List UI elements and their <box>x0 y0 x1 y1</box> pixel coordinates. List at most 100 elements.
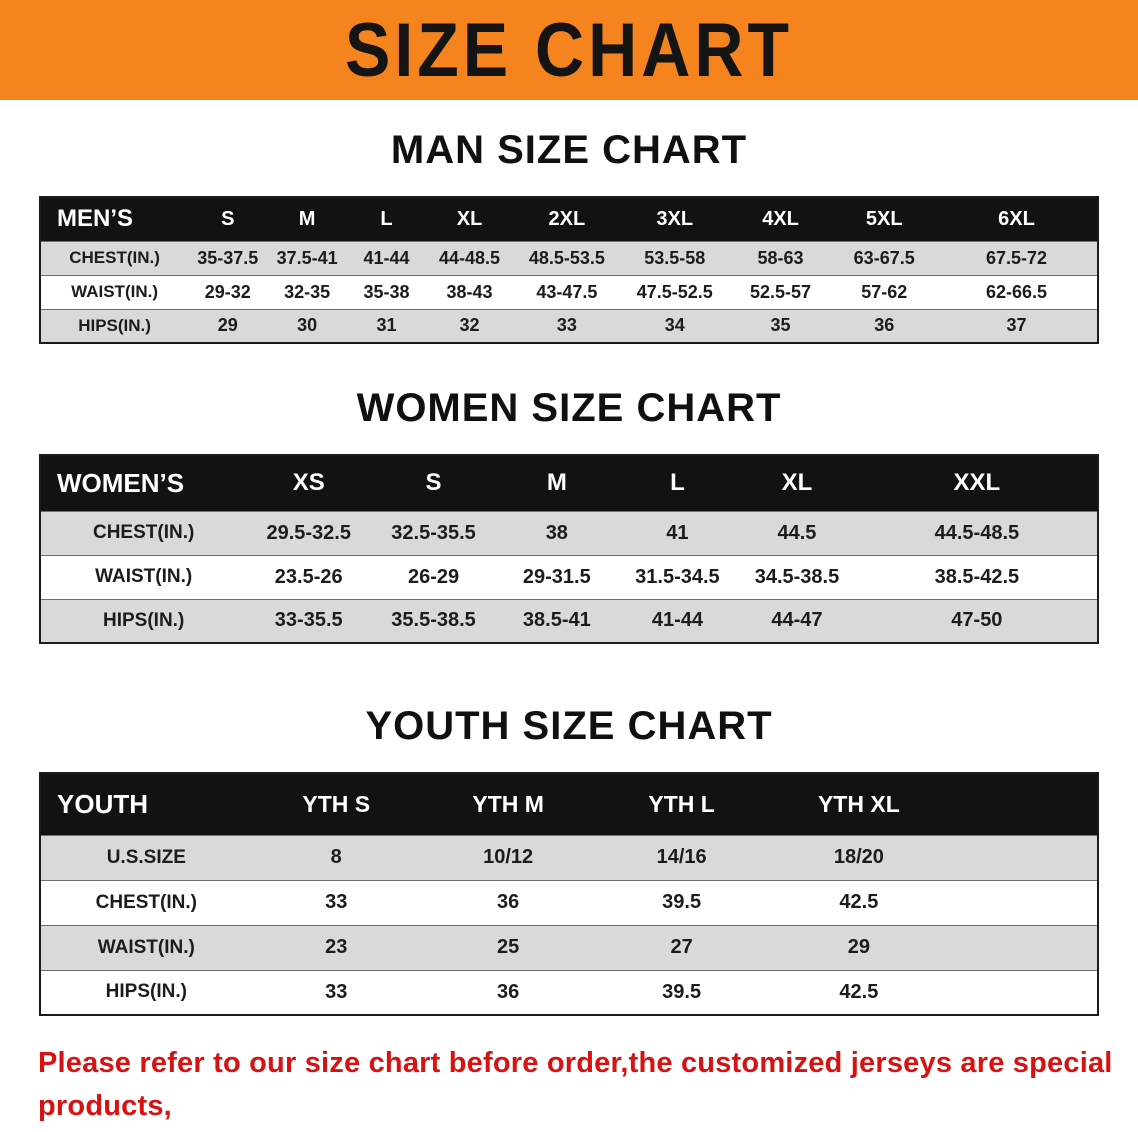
table-cell: 44-47 <box>771 609 823 632</box>
footnote-line-2: we don’t accept cancel, change, teturn o… <box>38 1128 1114 1132</box>
row-label: HIPS(IN.) <box>103 609 185 631</box>
table-cell: 30 <box>297 315 318 336</box>
youth-header-row: YOUTH YTH S YTH M YTH L YTH XL <box>40 773 1098 835</box>
table-row: U.S.SIZE 8 10/12 14/16 18/20 <box>40 835 1098 880</box>
table-cell: 44.5-48.5 <box>934 521 1020 544</box>
spacer-cell <box>949 773 1098 835</box>
footnote: Please refer to our size chart before or… <box>0 1042 1138 1132</box>
table-cell: 58-63 <box>757 247 804 268</box>
table-cell: 67.5-72 <box>985 247 1048 268</box>
men-table-title: MEN’S <box>40 197 189 241</box>
table-cell: 43-47.5 <box>536 281 598 302</box>
table-cell: 44.5 <box>777 521 817 544</box>
table-cell: 26-29 <box>407 565 460 588</box>
table-cell: 62-66.5 <box>985 281 1048 302</box>
size-header-cell: YTH S <box>251 773 421 835</box>
table-cell: 29 <box>847 936 870 958</box>
table-cell: 36 <box>497 891 520 913</box>
table-cell: 35 <box>770 315 791 336</box>
table-cell: 39.5 <box>662 980 702 1003</box>
table-cell: 48.5-53.5 <box>528 247 605 268</box>
size-header-cell: XL <box>737 455 857 511</box>
table-cell: 34 <box>664 315 685 336</box>
table-cell: 18/20 <box>833 846 884 868</box>
size-header-cell: 2XL <box>512 197 621 241</box>
table-row: HIPS(IN.) 29 30 31 32 33 34 35 36 37 <box>40 309 1098 343</box>
table-cell: 29 <box>217 315 238 336</box>
table-cell: 36 <box>874 315 895 336</box>
row-label: HIPS(IN.) <box>78 315 151 335</box>
men-header-row: MEN’S S M L XL 2XL 3XL 4XL 5XL 6XL <box>40 197 1098 241</box>
table-cell: 8 <box>330 846 342 868</box>
table-cell: 29-32 <box>204 281 251 302</box>
table-cell: 23.5-26 <box>274 565 343 588</box>
table-cell: 33-35.5 <box>274 609 343 632</box>
table-cell: 35-38 <box>363 281 410 302</box>
row-label: HIPS(IN.) <box>105 981 187 1003</box>
table-cell: 34.5-38.5 <box>754 565 840 588</box>
youth-size-table: YOUTH YTH S YTH M YTH L YTH XL U.S.SIZE … <box>39 772 1099 1016</box>
size-header-cell: 4XL <box>728 197 833 241</box>
table-cell: 33 <box>556 315 577 336</box>
women-table-title: WOMEN’S <box>40 455 247 511</box>
size-header-cell: XL <box>426 197 513 241</box>
size-header-cell: S <box>371 455 496 511</box>
size-header-cell: L <box>346 197 427 241</box>
men-section: MAN SIZE CHART MEN’S S M L XL 2XL 3XL 4X… <box>0 126 1138 344</box>
row-label: CHEST(IN.) <box>69 248 160 267</box>
size-header-cell: YTH XL <box>767 773 950 835</box>
size-header-cell: 6XL <box>936 197 1098 241</box>
table-row: WAIST(IN.) 29-32 32-35 35-38 38-43 43-47… <box>40 275 1098 309</box>
size-header-cell: L <box>617 455 738 511</box>
youth-heading: YOUTH SIZE CHART <box>365 704 773 748</box>
table-cell: 38.5-41 <box>522 609 591 632</box>
table-cell: 63-67.5 <box>853 247 915 268</box>
table-cell: 10/12 <box>483 846 534 868</box>
table-cell: 35.5-38.5 <box>391 609 476 632</box>
table-cell: 35-37.5 <box>197 247 259 268</box>
table-cell: 41 <box>666 521 689 544</box>
table-cell: 38 <box>545 521 568 544</box>
table-cell: 38.5-42.5 <box>934 565 1020 588</box>
size-header-cell: M <box>267 197 347 241</box>
size-header-cell: S <box>188 197 268 241</box>
row-label: CHEST(IN.) <box>92 522 195 543</box>
table-row: CHEST(IN.) 35-37.5 37.5-41 41-44 44-48.5… <box>40 241 1098 275</box>
table-cell: 42.5 <box>839 891 879 913</box>
table-cell: 53.5-58 <box>644 247 706 268</box>
table-cell: 41-44 <box>363 247 410 268</box>
table-cell: 36 <box>497 980 520 1003</box>
women-section: WOMEN SIZE CHART WOMEN’S XS S M L XL XXL <box>0 384 1138 644</box>
table-cell: 25 <box>497 936 520 958</box>
table-cell: 39.5 <box>662 891 702 913</box>
table-cell: 42.5 <box>839 980 879 1003</box>
men-size-table: MEN’S S M L XL 2XL 3XL 4XL 5XL 6XL CHEST… <box>39 196 1099 344</box>
table-row: HIPS(IN.) 33-35.5 35.5-38.5 38.5-41 41-4… <box>40 599 1098 643</box>
women-heading: WOMEN SIZE CHART <box>356 386 782 430</box>
table-row: WAIST(IN.) 23.5-26 26-29 29-31.5 31.5-34… <box>40 555 1098 599</box>
row-label: WAIST(IN.) <box>71 282 158 301</box>
spacer-cell <box>950 925 1098 970</box>
table-row: HIPS(IN.) 33 36 39.5 42.5 <box>40 970 1098 1015</box>
row-label: WAIST(IN.) <box>97 936 195 958</box>
size-header-cell: YTH M <box>420 773 596 835</box>
table-row: WAIST(IN.) 23 25 27 29 <box>40 925 1098 970</box>
size-header-cell: XXL <box>856 455 1098 511</box>
size-header-cell: XS <box>246 455 372 511</box>
table-cell: 33 <box>325 980 348 1003</box>
page-title: SIZE CHART <box>345 7 793 93</box>
table-cell: 14/16 <box>656 846 707 868</box>
table-cell: 27 <box>670 936 693 958</box>
table-cell: 41-44 <box>651 609 703 632</box>
table-cell: 47-50 <box>951 609 1003 632</box>
table-cell: 57-62 <box>861 281 908 302</box>
table-cell: 52.5-57 <box>750 281 812 302</box>
spacer-cell <box>950 880 1098 925</box>
size-header-cell: YTH L <box>595 773 768 835</box>
banner: SIZE CHART <box>0 0 1138 100</box>
row-label: CHEST(IN.) <box>95 891 197 913</box>
table-cell: 38-43 <box>446 281 493 302</box>
row-label: U.S.SIZE <box>106 846 186 868</box>
table-cell: 23 <box>325 936 348 958</box>
